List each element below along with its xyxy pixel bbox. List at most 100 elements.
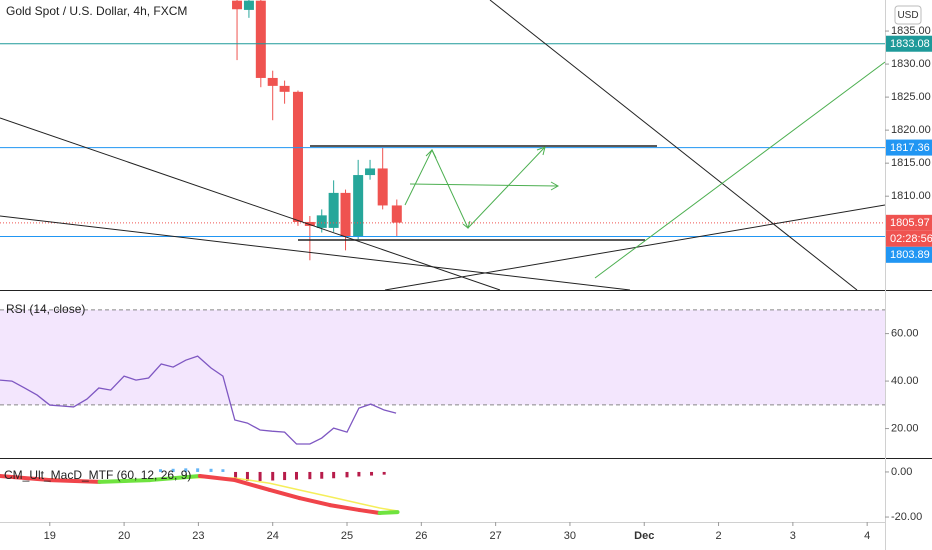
macd-segment [0, 474, 52, 483]
arrow-drawing [409, 183, 559, 187]
price-label: 1805.97 [890, 217, 930, 229]
y-tick-label: 20.00 [891, 422, 919, 434]
macd-segment [327, 503, 362, 513]
candle-body [267, 77, 278, 86]
candle-body [279, 85, 290, 92]
y-tick-label: 1830.00 [891, 58, 931, 70]
trend-line [384, 204, 885, 290]
arrow-head [425, 149, 437, 159]
candle-body [292, 91, 303, 222]
rsi-band [0, 309, 885, 405]
x-tick-label: Dec [634, 530, 654, 542]
macd-pane [0, 468, 400, 515]
price-label-box [886, 139, 932, 156]
histogram-bar [357, 471, 361, 477]
currency-button[interactable] [894, 5, 922, 25]
candle-body [391, 205, 402, 223]
price-label: 1833.08 [890, 38, 930, 50]
histogram-bar [258, 471, 262, 481]
histogram-bar [209, 468, 213, 472]
histogram-bar [159, 469, 163, 472]
macd-segment [357, 508, 382, 515]
currency-label[interactable]: USD [897, 10, 918, 21]
trend-line [594, 61, 885, 279]
x-tick-label: 30 [564, 530, 576, 542]
price-label: 1817.36 [890, 142, 930, 154]
histogram-bar [184, 468, 188, 472]
histogram-bar [320, 471, 324, 479]
candle-body [304, 221, 315, 226]
x-tick-label: 3 [790, 530, 796, 542]
price-pane [0, 0, 885, 261]
candle-body [255, 0, 266, 78]
y-tick-label: 1825.00 [891, 91, 931, 103]
rsi-pane [0, 309, 885, 445]
candle-body [328, 192, 339, 228]
y-tick-label: 1815.00 [891, 157, 931, 169]
x-tick-label: 2 [715, 530, 721, 542]
axes: 19 20 23 24 25 26 27 30 Dec 2 3 41810.001815.001820… [44, 25, 932, 542]
macd-segment [97, 478, 153, 484]
trend-line [489, 0, 858, 290]
x-tick-label: 23 [192, 530, 204, 542]
candle-body [243, 0, 254, 10]
x-tick-label: 25 [341, 530, 353, 542]
histogram-bar [370, 471, 374, 476]
arrow-head [550, 181, 560, 191]
histogram-bar [171, 468, 175, 472]
macd-segment [377, 510, 400, 515]
y-tick-label: 60.00 [891, 328, 919, 340]
rsi-line [0, 355, 397, 445]
candle-body [316, 215, 327, 228]
drawings [0, 0, 885, 290]
x-tick-label: 4 [864, 530, 870, 542]
trend-line [0, 215, 631, 290]
y-tick-label: 0.00 [891, 466, 912, 478]
y-tick-label: 1810.00 [891, 190, 931, 202]
histogram-bar [196, 468, 200, 472]
countdown-box [886, 230, 932, 247]
arrow-head [536, 146, 546, 156]
candle-body [365, 168, 376, 176]
x-tick-label: 27 [490, 530, 502, 542]
price-label-box [886, 35, 932, 52]
price-label-box [886, 214, 932, 231]
histogram-bar [332, 471, 336, 479]
x-tick-label: 26 [415, 530, 427, 542]
macd-segment [232, 478, 272, 492]
macd-title: CM_Ult_MacD_MTF (60, 12, 26, 9) [4, 468, 191, 482]
path-drawing [404, 146, 546, 229]
x-tick-label: 24 [267, 530, 279, 542]
histogram-bar [245, 471, 249, 481]
candle-body [340, 192, 351, 237]
y-tick-label: -20.00 [891, 511, 922, 523]
histogram-bar [221, 469, 225, 472]
candle-body [232, 0, 243, 10]
macd-segment [297, 496, 332, 508]
histogram-bar [234, 471, 238, 481]
macd-segment [267, 487, 302, 501]
histogram-bar [271, 471, 275, 481]
chart-title: Gold Spot / U.S. Dollar, 4h, FXCM [6, 4, 187, 18]
histogram-bar [382, 471, 386, 475]
y-tick-label: 1820.00 [891, 124, 931, 136]
x-tick-label: 19 [44, 530, 56, 542]
price-label: 1803.89 [890, 249, 930, 261]
histogram-bar [283, 471, 287, 481]
price-label-box [886, 246, 932, 263]
candle-body [353, 175, 364, 237]
macd-segment [197, 474, 237, 483]
x-tick-label: 20 [118, 530, 130, 542]
arrow-head [462, 220, 471, 229]
trend-line [0, 117, 501, 290]
y-tick-label: 1835.00 [891, 25, 931, 37]
macd-segment [148, 474, 202, 483]
rsi-title: RSI (14, close) [6, 302, 85, 316]
y-tick-label: 40.00 [891, 375, 919, 387]
countdown-label: 02:28:56 [890, 233, 932, 245]
histogram-bar [308, 471, 312, 480]
candle-body [377, 168, 388, 206]
macd-segment [47, 478, 102, 484]
histogram-bar [294, 471, 298, 480]
